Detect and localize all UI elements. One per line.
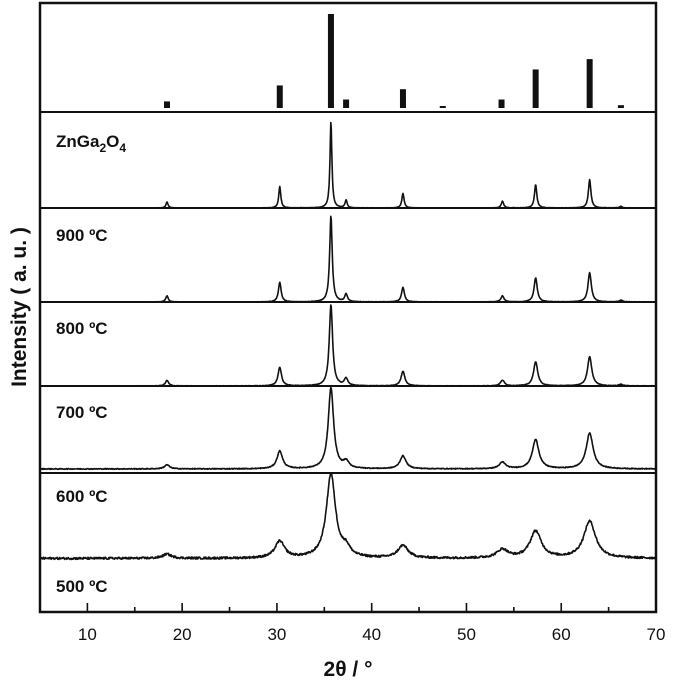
reference-peak-4 — [343, 99, 350, 108]
label-700c: 700 ºC — [56, 403, 108, 422]
reference-peak-3 — [327, 14, 334, 108]
y-axis-title: Intensity ( a. u. ) — [8, 227, 31, 387]
label-900c: 900 ºC — [56, 226, 108, 245]
x-tick-label: 20 — [173, 625, 192, 644]
trace-1 — [39, 121, 657, 209]
trace-4 — [39, 386, 657, 471]
xrd-traces — [39, 121, 657, 561]
plot-frame — [38, 1, 658, 614]
label-600c: 600 ºC — [56, 487, 108, 506]
reference-pattern — [163, 14, 624, 108]
x-axis-title: 2θ / ° — [324, 658, 373, 681]
x-tick-label: 30 — [267, 625, 286, 644]
x-tick-label: 40 — [362, 625, 381, 644]
x-tick-label: 70 — [647, 625, 666, 644]
reference-peak-9 — [586, 59, 593, 108]
label-500c: 500 ºC — [56, 577, 108, 596]
reference-peak-7 — [498, 99, 505, 108]
x-axis-ticks: 10 20 30 40 50 60 70 — [78, 603, 666, 644]
trace-5 — [39, 472, 657, 561]
panel-dividers — [40, 111, 656, 474]
label-800c: 800 ºC — [56, 319, 108, 338]
reference-peak-2 — [276, 85, 283, 108]
x-tick-label: 50 — [457, 625, 476, 644]
trace-2 — [39, 215, 657, 303]
reference-peak-5 — [399, 89, 406, 108]
reference-peak-10 — [617, 105, 624, 108]
reference-peak-1 — [163, 101, 170, 108]
trace-3 — [39, 304, 657, 387]
reference-peak-6 — [439, 106, 446, 108]
x-tick-label: 10 — [78, 625, 97, 644]
reference-peak-8 — [532, 69, 539, 108]
x-tick-label: 60 — [552, 625, 571, 644]
label-zngao-reference: ZnGa2O4 — [56, 132, 126, 155]
